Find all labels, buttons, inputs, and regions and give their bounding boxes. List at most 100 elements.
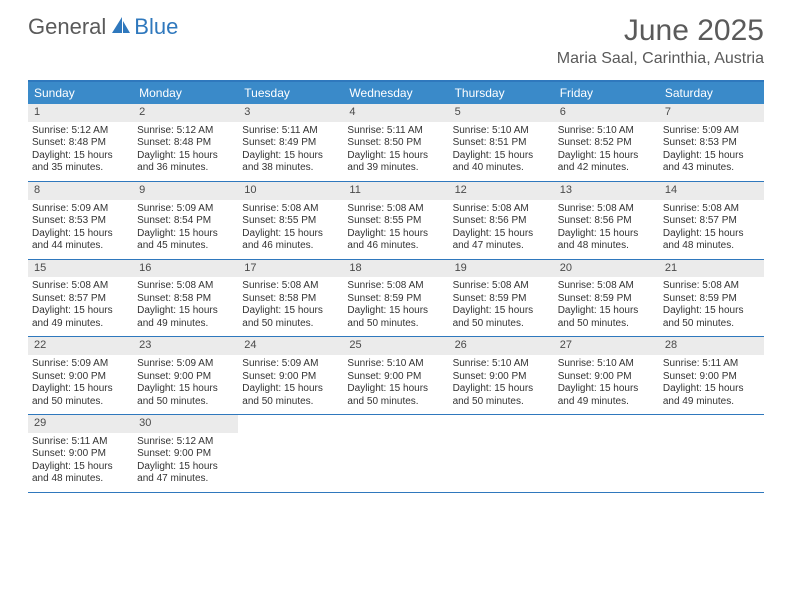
daylight-line: Daylight: 15 hours and 39 minutes. — [347, 150, 444, 175]
sunset-line: Sunset: 8:53 PM — [663, 137, 760, 150]
calendar-day-cell: 2Sunrise: 5:12 AMSunset: 8:48 PMDaylight… — [133, 104, 238, 181]
day-number: 16 — [133, 260, 238, 278]
calendar-day-cell: . — [659, 415, 764, 492]
calendar-day-cell: 15Sunrise: 5:08 AMSunset: 8:57 PMDayligh… — [28, 260, 133, 337]
daylight-line: Daylight: 15 hours and 38 minutes. — [242, 150, 339, 175]
day-number: 10 — [238, 182, 343, 200]
sunset-line: Sunset: 8:53 PM — [32, 215, 129, 228]
sunrise-line: Sunrise: 5:08 AM — [558, 203, 655, 216]
day-number: 7 — [659, 104, 764, 122]
sunset-line: Sunset: 8:59 PM — [663, 293, 760, 306]
calendar-day-cell: . — [238, 415, 343, 492]
weekday-header: Sunday — [28, 82, 133, 104]
sunset-line: Sunset: 9:00 PM — [32, 448, 129, 461]
sunrise-line: Sunrise: 5:09 AM — [137, 203, 234, 216]
sunrise-line: Sunrise: 5:08 AM — [242, 203, 339, 216]
daylight-line: Daylight: 15 hours and 50 minutes. — [347, 383, 444, 408]
calendar-day-cell: 5Sunrise: 5:10 AMSunset: 8:51 PMDaylight… — [449, 104, 554, 181]
day-number: 29 — [28, 415, 133, 433]
day-number: 30 — [133, 415, 238, 433]
daylight-line: Daylight: 15 hours and 49 minutes. — [137, 305, 234, 330]
sunrise-line: Sunrise: 5:11 AM — [242, 125, 339, 138]
day-number: 15 — [28, 260, 133, 278]
sunrise-line: Sunrise: 5:08 AM — [453, 280, 550, 293]
calendar-day-cell: 13Sunrise: 5:08 AMSunset: 8:56 PMDayligh… — [554, 182, 659, 259]
sunset-line: Sunset: 8:54 PM — [137, 215, 234, 228]
sunset-line: Sunset: 8:58 PM — [242, 293, 339, 306]
sunrise-line: Sunrise: 5:09 AM — [242, 358, 339, 371]
sunrise-line: Sunrise: 5:08 AM — [32, 280, 129, 293]
calendar-day-cell: 18Sunrise: 5:08 AMSunset: 8:59 PMDayligh… — [343, 260, 448, 337]
daylight-line: Daylight: 15 hours and 50 minutes. — [242, 383, 339, 408]
sunrise-line: Sunrise: 5:10 AM — [453, 358, 550, 371]
day-number: 3 — [238, 104, 343, 122]
sunrise-line: Sunrise: 5:10 AM — [558, 358, 655, 371]
daylight-line: Daylight: 15 hours and 49 minutes. — [558, 383, 655, 408]
sunset-line: Sunset: 8:57 PM — [663, 215, 760, 228]
sunset-line: Sunset: 8:51 PM — [453, 137, 550, 150]
sunset-line: Sunset: 9:00 PM — [347, 371, 444, 384]
sunrise-line: Sunrise: 5:11 AM — [32, 436, 129, 449]
calendar-day-cell: 3Sunrise: 5:11 AMSunset: 8:49 PMDaylight… — [238, 104, 343, 181]
daylight-line: Daylight: 15 hours and 49 minutes. — [663, 383, 760, 408]
sunset-line: Sunset: 8:59 PM — [558, 293, 655, 306]
sunrise-line: Sunrise: 5:12 AM — [137, 436, 234, 449]
brand-sail-icon — [110, 15, 132, 40]
location-text: Maria Saal, Carinthia, Austria — [557, 50, 764, 68]
header: General Blue June 2025 Maria Saal, Carin… — [0, 0, 792, 74]
day-number: 24 — [238, 337, 343, 355]
sunset-line: Sunset: 9:00 PM — [32, 371, 129, 384]
calendar-day-cell: 21Sunrise: 5:08 AMSunset: 8:59 PMDayligh… — [659, 260, 764, 337]
sunrise-line: Sunrise: 5:11 AM — [663, 358, 760, 371]
day-number: 17 — [238, 260, 343, 278]
day-number: 11 — [343, 182, 448, 200]
day-number: 4 — [343, 104, 448, 122]
day-number: 20 — [554, 260, 659, 278]
daylight-line: Daylight: 15 hours and 44 minutes. — [32, 228, 129, 253]
calendar-day-cell: . — [554, 415, 659, 492]
weekday-header: Wednesday — [343, 82, 448, 104]
calendar-day-cell: 22Sunrise: 5:09 AMSunset: 9:00 PMDayligh… — [28, 337, 133, 414]
calendar-day-cell: . — [449, 415, 554, 492]
day-number: 27 — [554, 337, 659, 355]
sunrise-line: Sunrise: 5:12 AM — [32, 125, 129, 138]
sunrise-line: Sunrise: 5:09 AM — [32, 358, 129, 371]
calendar-day-cell: 1Sunrise: 5:12 AMSunset: 8:48 PMDaylight… — [28, 104, 133, 181]
daylight-line: Daylight: 15 hours and 43 minutes. — [663, 150, 760, 175]
calendar-day-cell: 26Sunrise: 5:10 AMSunset: 9:00 PMDayligh… — [449, 337, 554, 414]
day-number: 5 — [449, 104, 554, 122]
sunset-line: Sunset: 8:56 PM — [558, 215, 655, 228]
month-title: June 2025 — [557, 14, 764, 48]
sunset-line: Sunset: 8:50 PM — [347, 137, 444, 150]
sunset-line: Sunset: 8:48 PM — [137, 137, 234, 150]
sunrise-line: Sunrise: 5:08 AM — [347, 203, 444, 216]
day-number: 8 — [28, 182, 133, 200]
calendar-week-row: 1Sunrise: 5:12 AMSunset: 8:48 PMDaylight… — [28, 104, 764, 182]
daylight-line: Daylight: 15 hours and 40 minutes. — [453, 150, 550, 175]
calendar-day-cell: 8Sunrise: 5:09 AMSunset: 8:53 PMDaylight… — [28, 182, 133, 259]
calendar-day-cell: 28Sunrise: 5:11 AMSunset: 9:00 PMDayligh… — [659, 337, 764, 414]
daylight-line: Daylight: 15 hours and 50 minutes. — [453, 383, 550, 408]
calendar-day-cell: 17Sunrise: 5:08 AMSunset: 8:58 PMDayligh… — [238, 260, 343, 337]
sunrise-line: Sunrise: 5:10 AM — [347, 358, 444, 371]
daylight-line: Daylight: 15 hours and 50 minutes. — [663, 305, 760, 330]
day-number: 25 — [343, 337, 448, 355]
daylight-line: Daylight: 15 hours and 46 minutes. — [242, 228, 339, 253]
sunset-line: Sunset: 8:57 PM — [32, 293, 129, 306]
calendar-week-row: 29Sunrise: 5:11 AMSunset: 9:00 PMDayligh… — [28, 415, 764, 493]
day-number: 23 — [133, 337, 238, 355]
calendar-day-cell: 29Sunrise: 5:11 AMSunset: 9:00 PMDayligh… — [28, 415, 133, 492]
calendar-day-cell: 24Sunrise: 5:09 AMSunset: 9:00 PMDayligh… — [238, 337, 343, 414]
sunset-line: Sunset: 8:58 PM — [137, 293, 234, 306]
calendar-day-cell: 4Sunrise: 5:11 AMSunset: 8:50 PMDaylight… — [343, 104, 448, 181]
daylight-line: Daylight: 15 hours and 50 minutes. — [242, 305, 339, 330]
day-number: 19 — [449, 260, 554, 278]
brand-text-blue: Blue — [134, 14, 178, 40]
day-number: 9 — [133, 182, 238, 200]
calendar-day-cell: 10Sunrise: 5:08 AMSunset: 8:55 PMDayligh… — [238, 182, 343, 259]
calendar-week-row: 15Sunrise: 5:08 AMSunset: 8:57 PMDayligh… — [28, 260, 764, 338]
sunset-line: Sunset: 9:00 PM — [453, 371, 550, 384]
day-number: 28 — [659, 337, 764, 355]
weekday-header: Tuesday — [238, 82, 343, 104]
calendar-day-cell: 30Sunrise: 5:12 AMSunset: 9:00 PMDayligh… — [133, 415, 238, 492]
